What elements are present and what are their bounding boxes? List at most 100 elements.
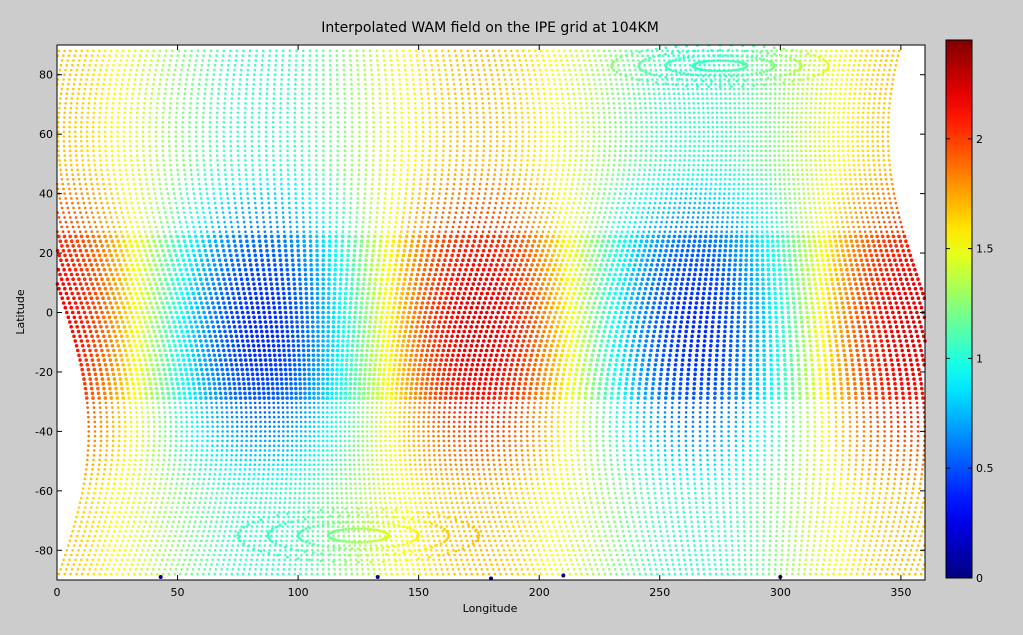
- scatter-point: [141, 420, 144, 424]
- scatter-point: [94, 329, 99, 334]
- scatter-point: [251, 482, 255, 486]
- scatter-point: [127, 463, 131, 467]
- scatter-point: [121, 468, 124, 471]
- scatter-point: [97, 501, 100, 505]
- scatter-point: [201, 125, 205, 129]
- scatter-point: [327, 563, 331, 566]
- scatter-point: [292, 506, 296, 509]
- scatter-point: [57, 144, 60, 148]
- scatter-point: [293, 106, 297, 110]
- scatter-point: [210, 301, 215, 305]
- scatter-point: [227, 482, 230, 486]
- scatter-point: [233, 63, 237, 67]
- scatter-point: [216, 372, 220, 377]
- scatter-point: [190, 415, 194, 419]
- scatter-point: [77, 87, 81, 91]
- scatter-point: [69, 49, 72, 53]
- scatter-point: [153, 563, 157, 566]
- scatter-point: [69, 106, 73, 110]
- scatter-point: [221, 563, 225, 566]
- scatter-point: [202, 244, 206, 248]
- scatter-point: [63, 253, 67, 258]
- scatter-point: [322, 192, 325, 195]
- scatter-point: [235, 286, 240, 291]
- scatter-point: [135, 68, 139, 72]
- scatter-point: [186, 353, 190, 358]
- scatter-point: [307, 116, 311, 119]
- scatter-point: [86, 367, 91, 372]
- scatter-point: [217, 87, 221, 91]
- scatter-point: [171, 386, 175, 391]
- scatter-point: [219, 197, 223, 200]
- scatter-point: [321, 248, 326, 253]
- scatter-point: [251, 97, 255, 100]
- scatter-point: [58, 272, 62, 277]
- scatter-point: [118, 434, 121, 438]
- scatter-point: [222, 534, 226, 538]
- scatter-point: [201, 348, 205, 353]
- scatter-point: [304, 430, 307, 433]
- scatter-point: [301, 344, 306, 348]
- scatter-point: [174, 487, 178, 490]
- scatter-point: [121, 286, 125, 291]
- scatter-point: [82, 92, 86, 95]
- scatter-point: [71, 173, 74, 176]
- scatter-point: [295, 425, 298, 428]
- scatter-point: [276, 401, 280, 405]
- scatter-point: [118, 510, 121, 514]
- scatter-point: [246, 310, 250, 315]
- scatter-point: [255, 49, 258, 53]
- scatter-point: [277, 439, 281, 443]
- scatter-point: [157, 406, 161, 409]
- scatter-point: [157, 54, 161, 57]
- scatter-point: [121, 572, 125, 576]
- scatter-point: [83, 530, 86, 533]
- scatter-point: [299, 463, 302, 467]
- scatter-point: [174, 348, 178, 353]
- scatter-point: [73, 248, 77, 253]
- scatter-point: [148, 225, 152, 229]
- scatter-point: [145, 458, 149, 462]
- scatter-point: [166, 192, 170, 195]
- scatter-point: [77, 173, 80, 176]
- scatter-point: [308, 420, 312, 424]
- scatter-point: [223, 329, 227, 334]
- scatter-point: [303, 396, 307, 400]
- scatter-point: [308, 439, 312, 443]
- scatter-point: [244, 329, 248, 334]
- scatter-point: [102, 182, 105, 186]
- scatter-point: [302, 49, 305, 53]
- scatter-point: [211, 82, 214, 86]
- scatter-point: [204, 496, 208, 500]
- scatter-point: [230, 163, 233, 167]
- scatter-point: [74, 111, 78, 115]
- scatter-point: [273, 506, 277, 509]
- scatter-point: [77, 92, 80, 95]
- scatter-point: [75, 163, 79, 167]
- scatter-point: [270, 329, 274, 334]
- scatter-point: [265, 491, 268, 495]
- scatter-point: [136, 315, 141, 320]
- scatter-point: [180, 415, 183, 419]
- scatter-point: [185, 272, 190, 277]
- scatter-point: [174, 135, 178, 138]
- scatter-point: [276, 568, 280, 571]
- scatter-point: [146, 277, 151, 282]
- scatter-point: [96, 230, 99, 233]
- scatter-point: [238, 506, 242, 509]
- scatter-point: [87, 420, 90, 424]
- scatter-point: [230, 168, 234, 172]
- scatter-point: [289, 553, 292, 557]
- scatter-point: [198, 501, 201, 505]
- scatter-point: [116, 73, 119, 76]
- scatter-point: [264, 539, 267, 543]
- scatter-point: [222, 301, 226, 305]
- scatter-point: [220, 491, 224, 495]
- scatter-point: [222, 116, 226, 119]
- scatter-point: [124, 487, 127, 490]
- scatter-point: [172, 187, 175, 191]
- scatter-point: [270, 334, 275, 339]
- scatter-point: [58, 197, 62, 200]
- scatter-point: [234, 206, 237, 210]
- scatter-point: [197, 358, 202, 362]
